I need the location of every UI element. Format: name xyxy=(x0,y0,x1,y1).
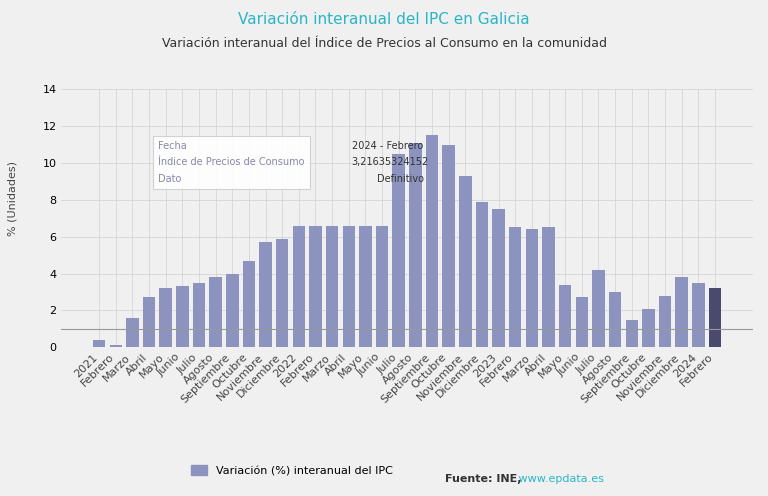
Bar xyxy=(93,340,105,347)
Bar xyxy=(492,209,505,347)
Bar xyxy=(675,277,688,347)
Bar xyxy=(459,176,472,347)
Bar xyxy=(525,229,538,347)
Legend: Variación (%) interanual del IPC: Variación (%) interanual del IPC xyxy=(186,461,398,481)
Bar xyxy=(709,288,721,347)
Bar xyxy=(176,286,189,347)
Bar xyxy=(609,292,621,347)
Bar xyxy=(575,298,588,347)
Bar xyxy=(126,318,139,347)
Text: Variación interanual del IPC en Galicia: Variación interanual del IPC en Galicia xyxy=(238,12,530,27)
Bar xyxy=(592,270,604,347)
Text: Fuente: INE,: Fuente: INE, xyxy=(445,474,522,484)
Bar xyxy=(293,226,305,347)
Bar xyxy=(143,298,155,347)
Bar xyxy=(160,288,172,347)
Text: % (Unidades): % (Unidades) xyxy=(8,161,18,236)
Bar xyxy=(542,228,554,347)
Bar xyxy=(326,226,339,347)
Bar xyxy=(310,226,322,347)
Bar xyxy=(343,226,355,347)
Bar xyxy=(659,296,671,347)
Bar xyxy=(409,143,422,347)
Bar xyxy=(276,239,289,347)
Bar xyxy=(642,309,654,347)
Bar xyxy=(226,273,239,347)
Bar xyxy=(243,260,255,347)
Bar xyxy=(210,277,222,347)
Bar xyxy=(376,226,389,347)
Bar xyxy=(392,154,405,347)
Bar xyxy=(425,135,439,347)
Bar xyxy=(559,285,571,347)
Bar xyxy=(509,228,521,347)
Text: 2024 - Febrero
3,21635324152
        Definitivo: 2024 - Febrero 3,21635324152 Definitivo xyxy=(352,141,429,184)
Text: Variación interanual del Índice de Precios al Consumo en la comunidad: Variación interanual del Índice de Preci… xyxy=(161,37,607,50)
Bar xyxy=(475,202,488,347)
Bar xyxy=(193,283,205,347)
Text: www.epdata.es: www.epdata.es xyxy=(515,474,604,484)
Text: Fecha
Índice de Precios de Consumo
Dato: Fecha Índice de Precios de Consumo Dato xyxy=(158,141,305,184)
Bar xyxy=(692,283,704,347)
Bar xyxy=(442,144,455,347)
Bar xyxy=(625,319,638,347)
Bar xyxy=(359,226,372,347)
Bar xyxy=(110,345,122,347)
Bar xyxy=(260,242,272,347)
